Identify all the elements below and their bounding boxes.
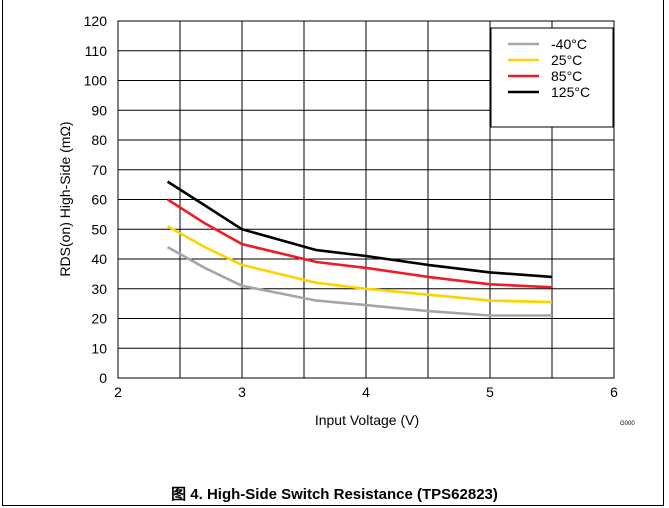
legend-label: -40°C bbox=[551, 36, 587, 52]
figure-caption: 图 4. High-Side Switch Resistance (TPS628… bbox=[171, 486, 498, 503]
series-line bbox=[166, 225, 553, 304]
series-lines bbox=[166, 180, 553, 317]
plot-border bbox=[117, 20, 615, 379]
x-tick-label: 5 bbox=[486, 384, 494, 400]
y-tick-label: 0 bbox=[99, 370, 107, 386]
x-axis-label: Input Voltage (V) bbox=[315, 412, 419, 428]
y-tick-label: 110 bbox=[85, 43, 108, 59]
series-line bbox=[166, 198, 553, 289]
y-tick-label: 10 bbox=[91, 340, 107, 356]
figure-code: G000 bbox=[620, 421, 635, 427]
chart: 0 10 20 30 40 50 60 70 80 90 100 110 120 2 3 4 5 6 -40°C… bbox=[57, 13, 618, 428]
x-tick-label: 4 bbox=[362, 384, 370, 400]
x-tick-label: 2 bbox=[114, 384, 122, 400]
legend-label: 85°C bbox=[551, 68, 582, 84]
y-tick-label: 80 bbox=[91, 132, 107, 148]
y-tick-label: 30 bbox=[91, 281, 107, 297]
series-line bbox=[166, 180, 553, 279]
series-line bbox=[166, 245, 552, 317]
legend-label: 25°C bbox=[551, 52, 582, 68]
x-tick-label: 6 bbox=[610, 384, 618, 400]
legend-label: 125°C bbox=[551, 84, 590, 100]
x-axis-ticks: 2 3 4 5 6 bbox=[114, 384, 618, 400]
y-tick-label: 40 bbox=[91, 251, 107, 267]
y-tick-label: 70 bbox=[91, 162, 107, 178]
y-tick-label: 60 bbox=[91, 192, 107, 208]
y-tick-label: 20 bbox=[91, 311, 107, 327]
y-axis-ticks: 0 10 20 30 40 50 60 70 80 90 100 110 120 bbox=[84, 13, 108, 386]
y-tick-label: 100 bbox=[84, 73, 108, 89]
y-tick-label: 120 bbox=[84, 13, 108, 29]
y-axis-label: RDS(on) High-Side (mΩ) bbox=[57, 121, 73, 276]
x-tick-label: 3 bbox=[238, 384, 246, 400]
y-tick-label: 90 bbox=[91, 102, 107, 118]
y-tick-label: 50 bbox=[91, 221, 107, 237]
